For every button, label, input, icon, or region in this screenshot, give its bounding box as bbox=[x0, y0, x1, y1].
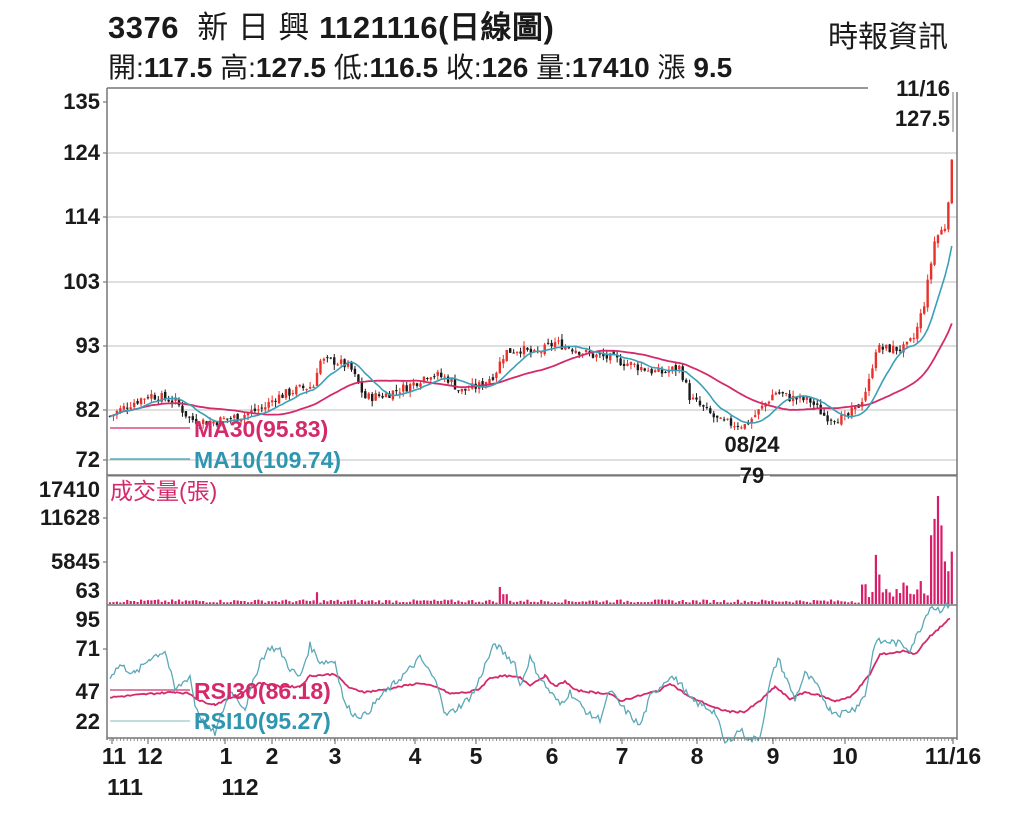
x-tick-12: 12 bbox=[137, 743, 163, 769]
rsi10-line bbox=[109, 601, 951, 744]
open-label: 開: bbox=[108, 52, 144, 83]
close-value: 126 bbox=[481, 52, 529, 83]
high-label: 高: bbox=[220, 52, 256, 83]
ma10-legend: MA10(109.74) bbox=[194, 447, 342, 473]
price-gridlines bbox=[108, 152, 957, 461]
chart-title: 3376 新 日 興 1121116(日線圖) bbox=[108, 2, 554, 47]
x-tick-end: 11/16 bbox=[924, 743, 982, 769]
stock-name: 新 日 興 bbox=[197, 10, 310, 45]
low-value-annotation: 79 bbox=[739, 463, 765, 488]
rsi-tick-95: 95 bbox=[75, 607, 100, 632]
close-label: 收: bbox=[445, 52, 482, 83]
x-tick-8: 8 bbox=[690, 743, 704, 769]
x-axis-ticks bbox=[109, 738, 954, 744]
stock-code: 3376 bbox=[108, 10, 179, 45]
x-tick-4: 4 bbox=[408, 743, 422, 769]
price-tick-72: 72 bbox=[75, 447, 100, 472]
x-tick-11: 11 bbox=[101, 743, 127, 769]
ma30-line bbox=[109, 323, 953, 418]
ma30-legend: MA30(95.83) bbox=[194, 416, 329, 442]
volume-label: 量: bbox=[536, 52, 572, 83]
x-tick-7: 7 bbox=[615, 743, 629, 769]
volume-tick-max: 17410 bbox=[38, 477, 100, 502]
chart-date-label: 1121116(日線圖) bbox=[319, 10, 555, 45]
rsi30-line bbox=[109, 617, 951, 714]
x-tick-9: 9 bbox=[766, 743, 780, 769]
volume-tick-min: 63 bbox=[75, 578, 100, 603]
rsi-tick-71: 71 bbox=[75, 636, 100, 661]
price-tick-82: 82 bbox=[75, 397, 100, 422]
open-value: 117.5 bbox=[143, 52, 213, 83]
high-value: 127.5 bbox=[255, 52, 326, 83]
rsi30-legend: RSI30(86.18) bbox=[194, 678, 331, 704]
low-value: 116.5 bbox=[369, 52, 439, 83]
price-tick-103: 103 bbox=[63, 269, 100, 294]
rsi10-legend: RSI10(95.27) bbox=[194, 708, 331, 734]
x-tick-6: 6 bbox=[545, 743, 559, 769]
price-tick-124: 124 bbox=[63, 140, 100, 165]
x-tick-1: 1 bbox=[219, 743, 233, 769]
price-tick-114: 114 bbox=[64, 204, 101, 229]
x-tick-5: 5 bbox=[469, 743, 483, 769]
high-date-annotation: 11/16 bbox=[896, 76, 950, 101]
volume-tick-2: 11628 bbox=[40, 505, 100, 530]
price-tick-135: 135 bbox=[63, 89, 100, 114]
x-year-112: 112 bbox=[221, 774, 259, 800]
x-tick-2: 2 bbox=[265, 743, 279, 769]
change-label: 漲 bbox=[657, 52, 694, 83]
candlesticks bbox=[108, 159, 953, 431]
x-year-111: 111 bbox=[107, 774, 143, 800]
price-tick-93: 93 bbox=[75, 333, 100, 358]
ohlc-summary: 開:117.5 高:127.5 低:116.5 收:126 量:17410 漲 … bbox=[108, 46, 732, 86]
volume-legend: 成交量(張) bbox=[110, 478, 218, 504]
x-tick-3: 3 bbox=[328, 743, 342, 769]
rsi-tick-47: 47 bbox=[75, 679, 100, 704]
high-value-annotation: 127.5 bbox=[894, 106, 950, 131]
ma10-line bbox=[109, 245, 953, 424]
low-date-annotation: 08/24 bbox=[724, 432, 780, 457]
data-source: 時報資訊 bbox=[828, 21, 948, 54]
volume-tick-3: 5845 bbox=[51, 549, 100, 574]
volume-bars bbox=[108, 495, 953, 604]
change-value: 9.5 bbox=[693, 52, 733, 83]
x-tick-10: 10 bbox=[832, 743, 858, 769]
low-label: 低: bbox=[333, 52, 370, 83]
volume-value: 17410 bbox=[571, 52, 650, 83]
rsi-tick-22: 22 bbox=[75, 709, 100, 734]
